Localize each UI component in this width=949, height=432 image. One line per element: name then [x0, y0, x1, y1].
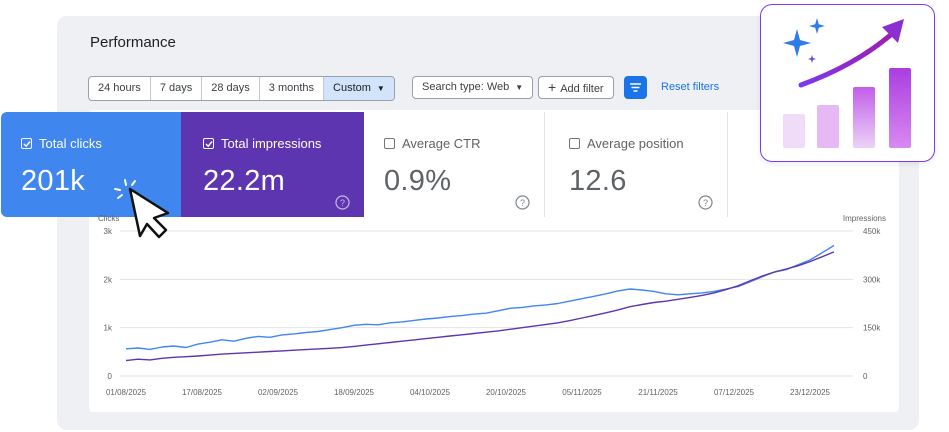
svg-text:?: ? [520, 198, 525, 208]
filter-lines-icon [630, 83, 641, 92]
metric-value: 22.2m [203, 165, 286, 197]
caret-down-icon: ▼ [515, 83, 524, 92]
svg-text:?: ? [340, 198, 345, 208]
metric-label: Average position [587, 136, 684, 151]
sparkle-icon [809, 18, 825, 34]
add-filter-label: Add filter [560, 83, 604, 95]
badge-bar [889, 68, 911, 148]
metric-label: Total clicks [39, 136, 102, 151]
trend-arrow [798, 30, 896, 88]
metric-card-average-position[interactable]: Average position 12.6 ? [545, 112, 728, 217]
reset-filters-link[interactable]: Reset filters [661, 81, 720, 93]
search-type-dropdown[interactable]: Search type: Web ▼ [412, 76, 534, 99]
growth-badge [760, 4, 935, 162]
plus-icon: + [548, 79, 557, 95]
metric-card-total-clicks[interactable]: Total clicks 201k [1, 112, 181, 217]
sparkle-icon [808, 55, 816, 63]
checkbox-checked-icon[interactable] [203, 138, 214, 149]
checkbox-unchecked-icon[interactable] [569, 138, 580, 149]
badge-bar [783, 114, 805, 148]
search-type-label: Search type: Web [422, 81, 510, 93]
date-range-selector: 24 hours 7 days 28 days 3 months Custom ▼ [88, 76, 395, 101]
arrow-head [882, 19, 904, 43]
filter-settings-button[interactable] [624, 76, 647, 99]
metric-card-total-impressions[interactable]: Total impressions 22.2m ? [181, 112, 364, 217]
date-range-custom-label: Custom [333, 82, 371, 94]
date-range-3-months[interactable]: 3 months [260, 77, 325, 100]
date-range-28-days[interactable]: 28 days [202, 77, 260, 100]
metric-label: Total impressions [221, 136, 322, 151]
caret-down-icon: ▼ [376, 84, 385, 93]
add-filter-button[interactable]: + Add filter [538, 76, 614, 99]
checkbox-checked-icon[interactable] [21, 138, 32, 149]
page-title: Performance [90, 34, 176, 51]
help-icon[interactable]: ? [335, 195, 350, 210]
checkbox-unchecked-icon[interactable] [384, 138, 395, 149]
badge-bar [817, 105, 839, 148]
metric-card-average-ctr[interactable]: Average CTR 0.9% ? [364, 112, 545, 217]
sparkle-icon [783, 29, 811, 57]
metric-value: 12.6 [569, 165, 627, 197]
metric-value: 201k [21, 165, 86, 197]
date-range-7-days[interactable]: 7 days [151, 77, 203, 100]
svg-text:?: ? [703, 198, 708, 208]
date-range-24-hours[interactable]: 24 hours [89, 77, 151, 100]
pointer-cursor-icon [114, 179, 170, 239]
badge-bar [853, 87, 875, 148]
help-icon[interactable]: ? [698, 195, 713, 210]
metric-label: Average CTR [402, 136, 481, 151]
metric-value: 0.9% [384, 165, 452, 197]
date-range-custom[interactable]: Custom ▼ [324, 77, 394, 100]
help-icon[interactable]: ? [515, 195, 530, 210]
growth-chart-icon [783, 18, 911, 148]
